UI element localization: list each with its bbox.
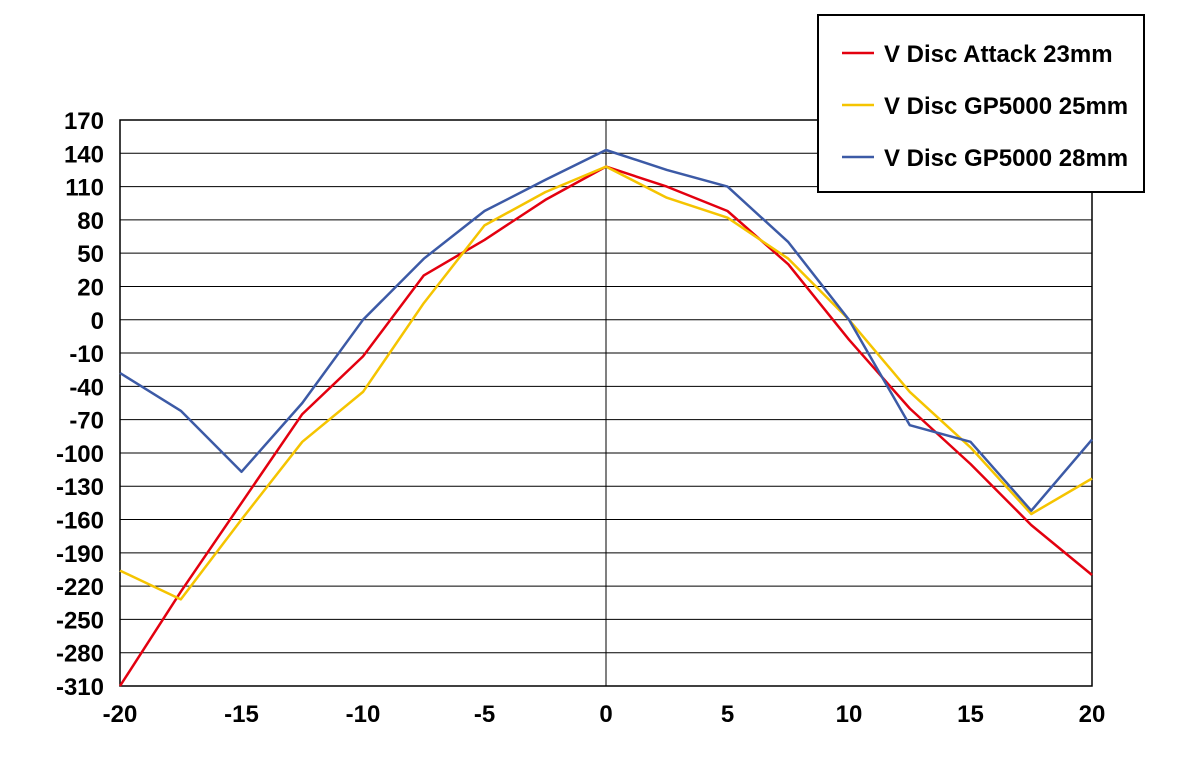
y-tick-label: -280 (56, 641, 104, 668)
y-tick-label: 0 (91, 308, 104, 335)
legend-label-2: V Disc GP5000 25mm (884, 93, 1128, 120)
x-tick-label: 20 (1079, 701, 1106, 728)
y-axis-ticks: 170 140 110 80 50 20 0 -10 -40 -70 -100 -130 -160 -19… (56, 108, 104, 701)
y-tick-label: -190 (56, 541, 104, 568)
legend-label-1: V Disc Attack 23mm (884, 41, 1113, 68)
legend-label-3: V Disc GP5000 28mm (884, 145, 1128, 172)
x-tick-label: -15 (224, 701, 259, 728)
y-tick-label: -40 (69, 374, 104, 401)
legend-items: V Disc Attack 23mm V Disc GP5000 25mm V Di… (842, 41, 1128, 172)
y-tick-label: -10 (69, 341, 104, 368)
y-tick-label: -250 (56, 607, 104, 634)
y-tick-label: -100 (56, 441, 104, 468)
y-tick-label: -220 (56, 574, 104, 601)
x-axis-ticks: -20 -15 -10 -5 0 5 10 15 20 (103, 701, 1106, 728)
y-tick-label: 170 (64, 108, 104, 135)
y-tick-label: 50 (77, 241, 104, 268)
y-tick-label: -70 (69, 408, 104, 435)
x-tick-label: 0 (599, 701, 612, 728)
y-tick-label: 110 (65, 175, 104, 202)
y-tick-label: 80 (77, 208, 104, 235)
y-tick-label: 140 (64, 141, 104, 168)
series-lines (118, 148, 1093, 687)
y-tick-label: -130 (56, 474, 104, 501)
x-tick-label: -10 (346, 701, 381, 728)
x-tick-label: -5 (474, 701, 495, 728)
series-line-3 (119, 148, 1093, 512)
legend-box (817, 14, 1145, 193)
y-tick-label: -160 (56, 508, 104, 535)
y-tick-label: -310 (56, 674, 104, 701)
x-tick-label: 15 (957, 701, 984, 728)
x-tick-label: -20 (103, 701, 138, 728)
legend: V Disc Attack 23mm V Disc GP5000 25mm V Di… (817, 14, 1145, 193)
x-tick-label: 10 (836, 701, 863, 728)
y-tick-label: 20 (77, 274, 104, 301)
x-tick-label: 5 (721, 701, 734, 728)
series-line-2 (119, 165, 1093, 601)
